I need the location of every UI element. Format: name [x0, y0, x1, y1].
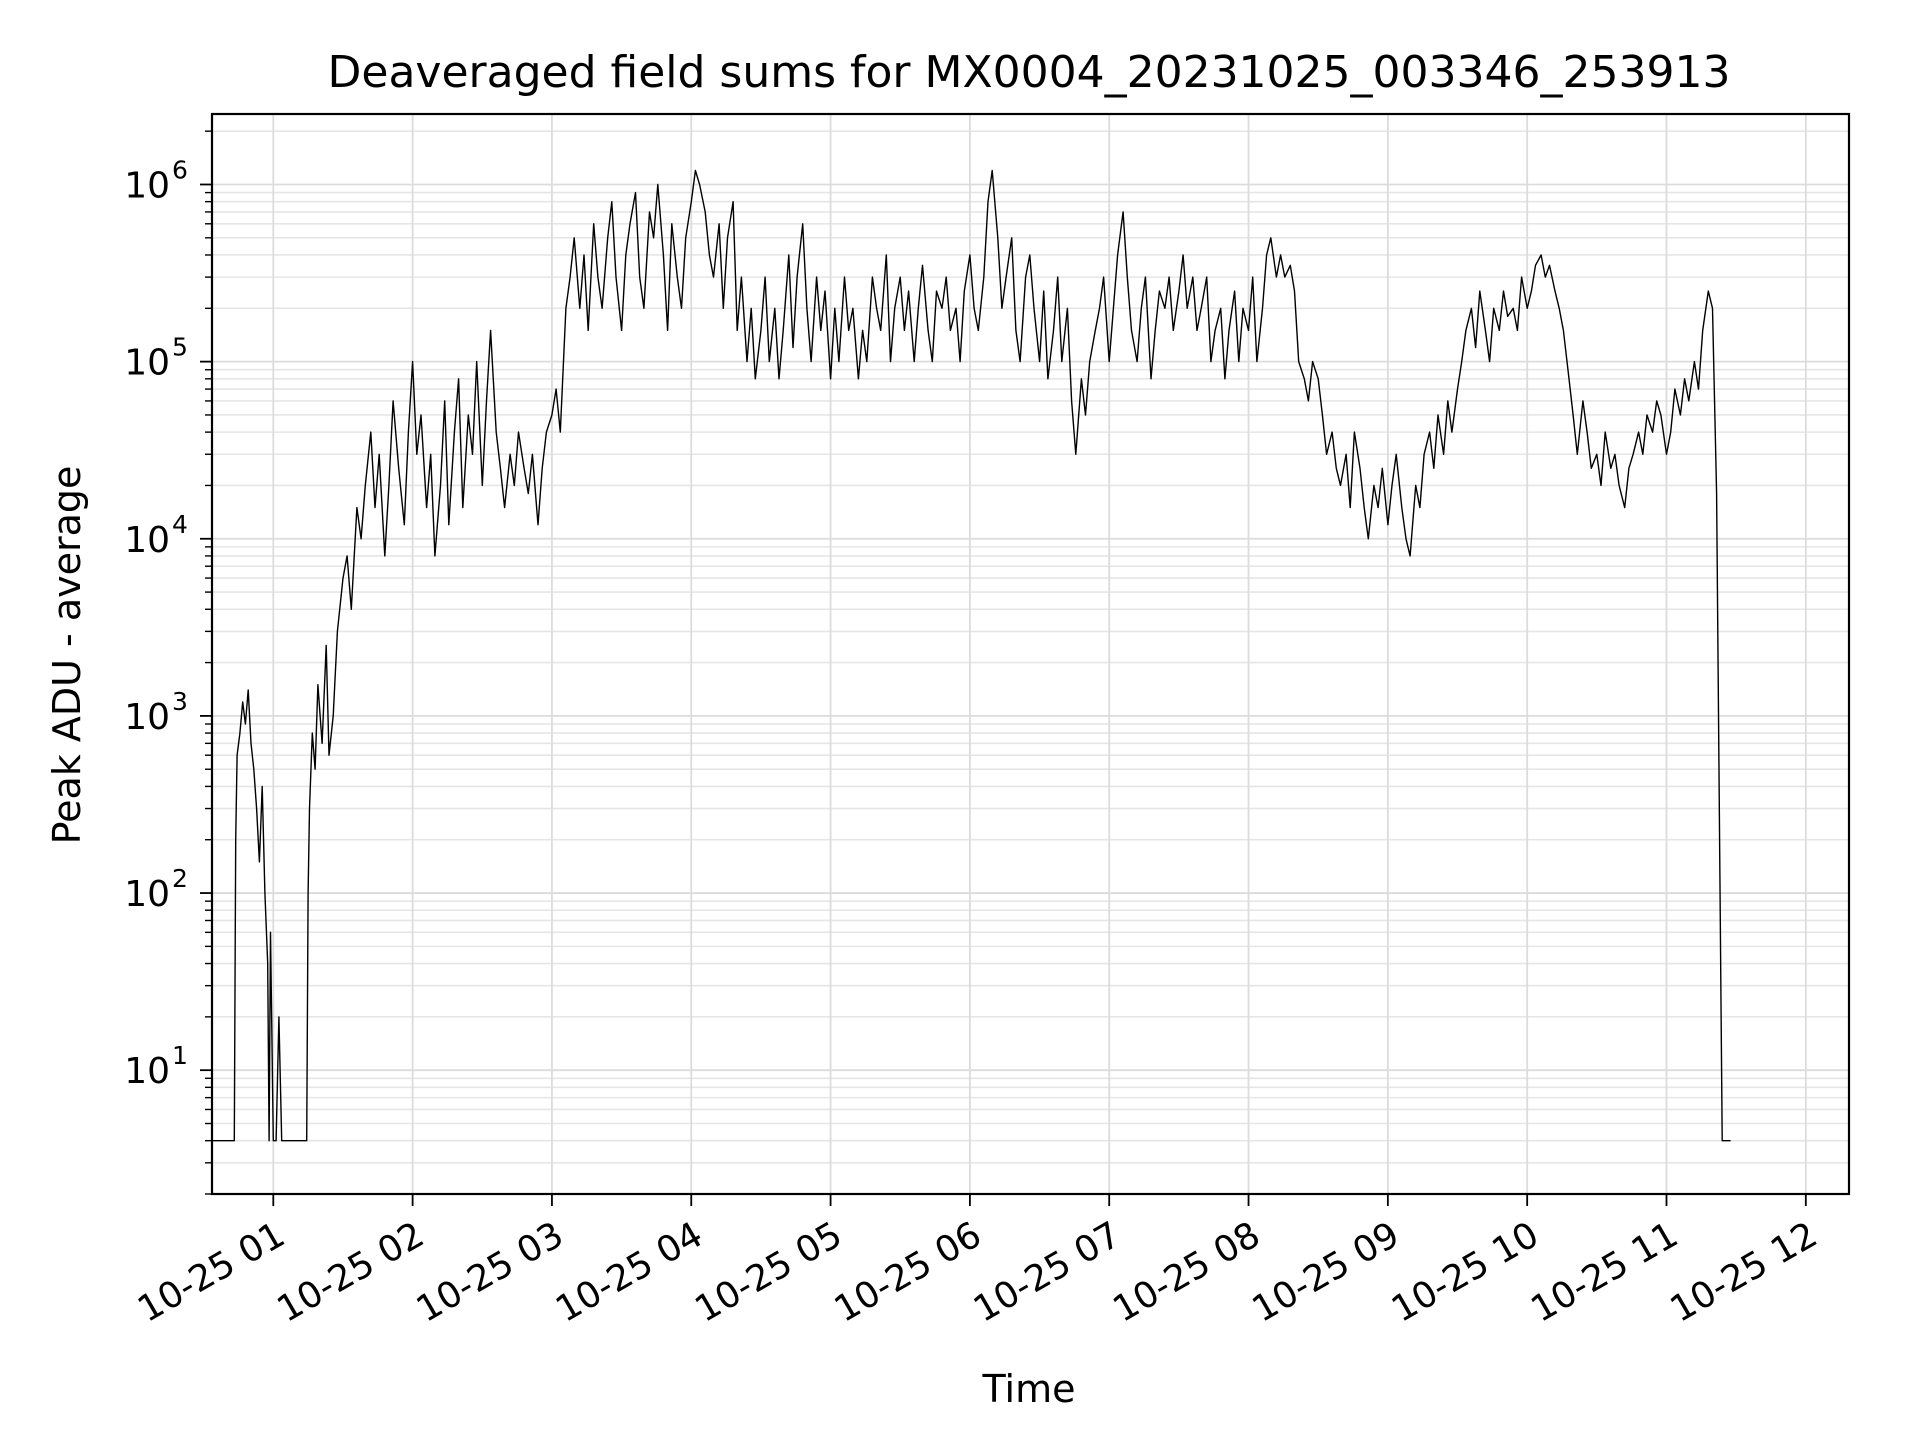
y-tick-label: 10: [124, 874, 170, 915]
plot-frame: [210, 112, 1851, 1196]
y-tick-label: 10: [124, 697, 170, 738]
x-axis-label: Time: [982, 1367, 1076, 1411]
series-line: [212, 169, 1731, 1142]
y-tick-label: 10: [124, 520, 170, 561]
chart-title: Deaveraged field sums for MX0004_2023102…: [328, 47, 1731, 98]
y-axis-label: Peak ADU - average: [45, 466, 89, 845]
y-tick-exponent: 2: [172, 864, 188, 893]
grid: [212, 114, 1849, 1195]
y-tick-label: 10: [124, 343, 170, 384]
y-tick-exponent: 3: [172, 687, 188, 716]
y-tick-exponent: 4: [172, 510, 188, 539]
y-tick-exponent: 6: [172, 155, 188, 184]
y-tick-label: 10: [124, 165, 170, 206]
y-tick-exponent: 1: [172, 1041, 188, 1070]
series-layer: [212, 169, 1731, 1142]
y-tick-label: 10: [124, 1051, 170, 1092]
y-tick-exponent: 5: [172, 333, 188, 362]
